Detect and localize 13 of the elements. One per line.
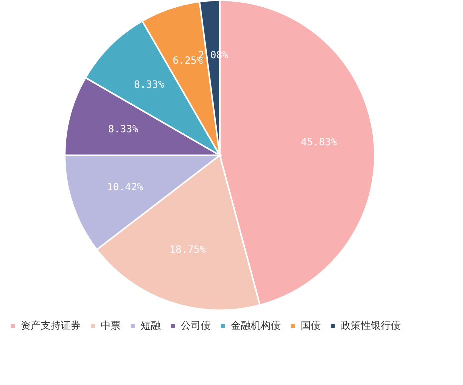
data-label: 10.42%: [107, 182, 144, 194]
data-label: 6.25%: [172, 56, 203, 67]
legend-label: 资产支持证券: [21, 320, 81, 332]
legend-label: 政策性银行债: [341, 320, 401, 332]
legend-label: 短融: [141, 320, 161, 332]
data-label: 8.33%: [108, 124, 138, 136]
data-label: 45.83%: [301, 137, 338, 148]
data-label: 18.75%: [170, 245, 206, 256]
legend-label: 中票: [101, 320, 121, 332]
legend-label: 金融机构债: [231, 320, 281, 332]
data-label: 8.33%: [134, 80, 164, 91]
legend-label: 公司债: [181, 320, 211, 332]
legend-label: 国债: [301, 321, 321, 332]
